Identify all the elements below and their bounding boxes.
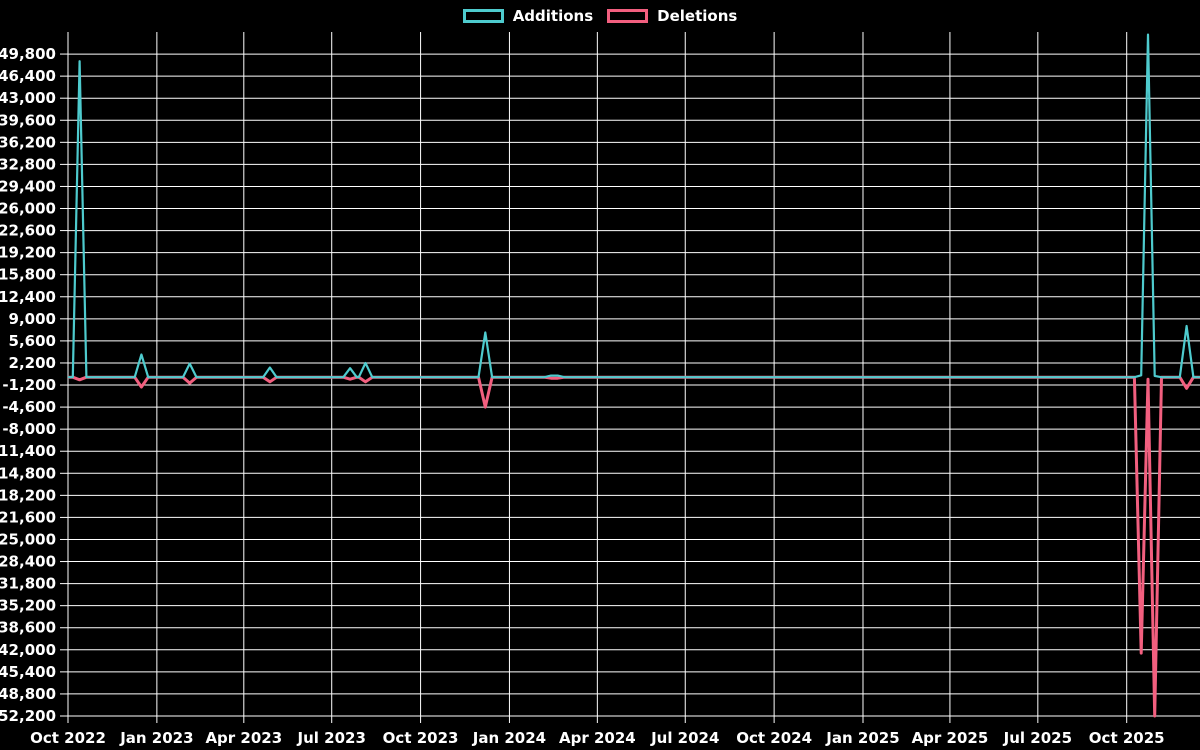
y-tick-label: -21,600	[0, 508, 56, 526]
legend-item-deletions[interactable]: Deletions	[607, 7, 737, 25]
x-tick-label: Jul 2023	[297, 729, 366, 747]
y-tick-label: 2,200	[9, 354, 56, 372]
y-tick-label: -4,600	[2, 398, 56, 416]
y-tick-label: 22,600	[0, 222, 56, 240]
additions-swatch-icon	[462, 9, 504, 23]
x-tick-label: Jan 2024	[472, 729, 546, 747]
y-tick-label: 36,200	[0, 133, 56, 151]
y-tick-label: -31,800	[0, 575, 56, 593]
x-tick-label: Oct 2025	[1089, 729, 1165, 747]
y-tick-label: -35,200	[0, 597, 56, 615]
y-tick-label: 39,600	[0, 111, 56, 129]
y-tick-label: 15,800	[0, 266, 56, 284]
legend-label-deletions: Deletions	[657, 7, 738, 25]
legend-item-additions[interactable]: Additions	[462, 7, 594, 25]
x-tick-label: Apr 2025	[912, 729, 989, 747]
y-tick-label: -52,200	[0, 707, 56, 725]
y-tick-label: -28,400	[0, 553, 56, 571]
chart-legend: Additions Deletions	[0, 7, 1200, 25]
y-tick-label: -11,400	[0, 442, 56, 460]
additions-line	[68, 33, 1200, 379]
y-tick-label: -45,400	[0, 663, 56, 681]
x-tick-label: Jul 2025	[1003, 729, 1072, 747]
x-tick-label: Jan 2025	[825, 729, 899, 747]
y-tick-label: -25,000	[0, 530, 56, 548]
y-tick-label: 49,800	[0, 45, 56, 63]
x-tick-label: Jan 2023	[119, 729, 193, 747]
y-tick-label: 26,000	[0, 200, 56, 218]
y-tick-label: -8,000	[2, 420, 56, 438]
y-tick-label: 29,400	[0, 177, 56, 195]
y-tick-label: 9,000	[9, 310, 56, 328]
deletions-line	[68, 375, 1200, 718]
y-tick-label: 46,400	[0, 67, 56, 85]
y-tick-label: 43,000	[0, 89, 56, 107]
x-tick-label: Jul 2024	[650, 729, 719, 747]
legend-label-additions: Additions	[512, 7, 594, 25]
y-tick-label: 19,200	[0, 244, 56, 262]
x-tick-label: Oct 2023	[383, 729, 459, 747]
y-tick-label: -18,200	[0, 486, 56, 504]
x-tick-label: Apr 2023	[205, 729, 282, 747]
x-tick-label: Apr 2024	[559, 729, 636, 747]
y-tick-label: -42,000	[0, 641, 56, 659]
x-tick-label: Oct 2022	[30, 729, 106, 747]
y-tick-label: -1,200	[2, 376, 56, 394]
deletions-swatch-icon	[607, 9, 649, 23]
y-tick-label: 32,800	[0, 155, 56, 173]
y-tick-label: 12,400	[0, 288, 56, 306]
y-tick-label: 5,600	[9, 332, 56, 350]
y-tick-label: -14,800	[0, 464, 56, 482]
x-tick-label: Oct 2024	[736, 729, 812, 747]
y-tick-label: -38,600	[0, 619, 56, 637]
y-tick-label: -48,800	[0, 685, 56, 703]
